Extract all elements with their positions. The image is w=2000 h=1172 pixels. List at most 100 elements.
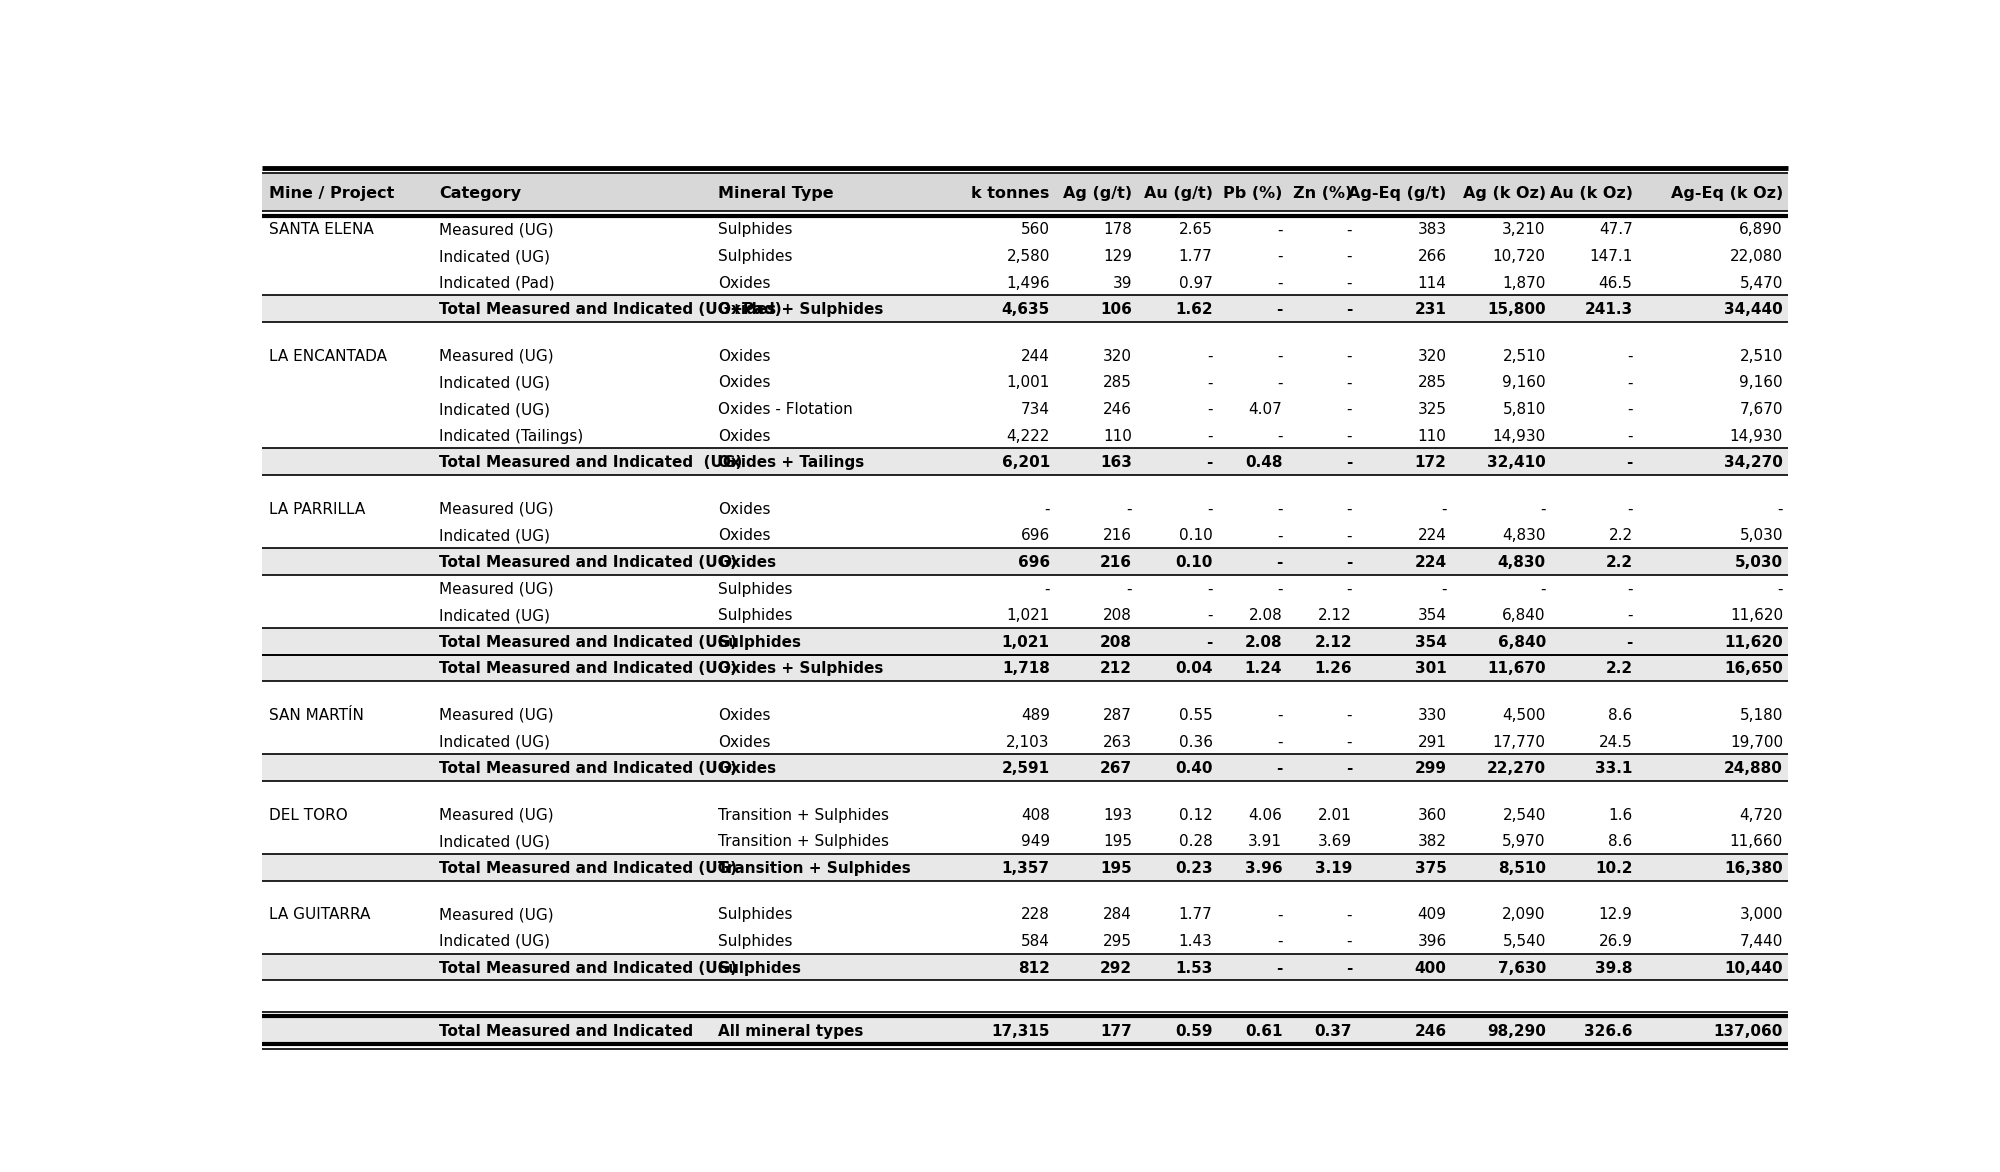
Text: 33.1: 33.1 [1596,761,1632,776]
Text: 1,021: 1,021 [1006,608,1050,624]
Text: Oxides - Flotation: Oxides - Flotation [718,402,852,417]
Text: Measured (UG): Measured (UG) [440,907,554,922]
Text: Au (k Oz): Au (k Oz) [1550,186,1632,202]
Text: 812: 812 [1018,961,1050,975]
Text: 10,720: 10,720 [1492,248,1546,264]
Text: -: - [1276,302,1282,318]
Text: Zn (%): Zn (%) [1292,186,1352,202]
Text: 15,800: 15,800 [1488,302,1546,318]
Text: -: - [1626,455,1632,470]
Text: 0.12: 0.12 [1178,808,1212,823]
Text: Total Measured and Indicated (UG): Total Measured and Indicated (UG) [440,556,738,570]
Text: -: - [1442,581,1446,597]
Text: 1.77: 1.77 [1178,907,1212,922]
Text: SANTA ELENA: SANTA ELENA [268,223,374,238]
Text: -: - [1346,248,1352,264]
Text: Sulphides: Sulphides [718,581,792,597]
Text: 110: 110 [1418,429,1446,444]
Text: 3.91: 3.91 [1248,834,1282,850]
Text: Total Measured and Indicated (UG): Total Measured and Indicated (UG) [440,661,738,676]
Text: -: - [1208,502,1212,517]
Text: -: - [1208,581,1212,597]
Text: 284: 284 [1104,907,1132,922]
Text: 2.2: 2.2 [1606,661,1632,676]
Text: -: - [1346,934,1352,949]
Text: Indicated (UG): Indicated (UG) [440,375,550,390]
Text: 4,830: 4,830 [1498,556,1546,570]
Text: -: - [1276,961,1282,975]
Text: Total Measured and Indicated (UG): Total Measured and Indicated (UG) [440,761,738,776]
Text: 2,540: 2,540 [1502,808,1546,823]
Text: Indicated (UG): Indicated (UG) [440,529,550,544]
Text: 106: 106 [1100,302,1132,318]
Text: 5,470: 5,470 [1740,275,1782,291]
Text: LA PARRILLA: LA PARRILLA [268,502,364,517]
Text: 4,635: 4,635 [1002,302,1050,318]
Text: -: - [1276,275,1282,291]
Text: -: - [1628,402,1632,417]
Text: Indicated (UG): Indicated (UG) [440,608,550,624]
Text: -: - [1778,581,1782,597]
Text: 147.1: 147.1 [1590,248,1632,264]
Bar [262,173,1788,211]
Text: All mineral types: All mineral types [718,1023,864,1038]
Text: Indicated (Pad): Indicated (Pad) [440,275,554,291]
Text: -: - [1346,429,1352,444]
Text: 408: 408 [1020,808,1050,823]
Text: Oxides + Tailings: Oxides + Tailings [718,455,864,470]
Text: 2.08: 2.08 [1244,635,1282,649]
Text: Total Measured and Indicated (UG): Total Measured and Indicated (UG) [440,861,738,875]
Text: 195: 195 [1102,834,1132,850]
Text: -: - [1540,581,1546,597]
Text: 0.10: 0.10 [1178,529,1212,544]
Text: 4,500: 4,500 [1502,708,1546,723]
Text: 17,315: 17,315 [992,1023,1050,1038]
Text: 696: 696 [1018,556,1050,570]
Text: 22,080: 22,080 [1730,248,1782,264]
Text: 382: 382 [1418,834,1446,850]
Text: 178: 178 [1104,223,1132,238]
Text: 0.55: 0.55 [1178,708,1212,723]
Text: 266: 266 [1418,248,1446,264]
Text: Measured (UG): Measured (UG) [440,223,554,238]
Text: 195: 195 [1100,861,1132,875]
Text: 5,540: 5,540 [1502,934,1546,949]
Text: 0.37: 0.37 [1314,1023,1352,1038]
Text: -: - [1346,402,1352,417]
Text: 301: 301 [1414,661,1446,676]
Text: 0.10: 0.10 [1176,556,1212,570]
Text: -: - [1540,502,1546,517]
Text: 1.24: 1.24 [1244,661,1282,676]
Text: -: - [1628,375,1632,390]
Text: 231: 231 [1414,302,1446,318]
Text: -: - [1208,402,1212,417]
Text: 7,630: 7,630 [1498,961,1546,975]
Text: 696: 696 [1020,529,1050,544]
Text: 1.77: 1.77 [1178,248,1212,264]
Text: -: - [1276,556,1282,570]
Text: 1,496: 1,496 [1006,275,1050,291]
Text: -: - [1442,502,1446,517]
Text: 560: 560 [1020,223,1050,238]
Text: 4,830: 4,830 [1502,529,1546,544]
Text: Oxides: Oxides [718,708,770,723]
Text: 2.2: 2.2 [1606,556,1632,570]
Text: Pb (%): Pb (%) [1222,186,1282,202]
Text: 0.04: 0.04 [1176,661,1212,676]
Text: -: - [1044,581,1050,597]
Text: 6,840: 6,840 [1502,608,1546,624]
Text: -: - [1208,375,1212,390]
Text: 5,810: 5,810 [1502,402,1546,417]
Text: 22,270: 22,270 [1486,761,1546,776]
Text: 241.3: 241.3 [1584,302,1632,318]
Text: -: - [1346,735,1352,750]
Text: Oxides: Oxides [718,502,770,517]
Text: -: - [1346,529,1352,544]
Text: 34,440: 34,440 [1724,302,1782,318]
Text: Category: Category [440,186,522,202]
Text: 2.2: 2.2 [1608,529,1632,544]
Text: 4,720: 4,720 [1740,808,1782,823]
Text: 4,222: 4,222 [1006,429,1050,444]
Text: 354: 354 [1418,608,1446,624]
Text: 2,103: 2,103 [1006,735,1050,750]
